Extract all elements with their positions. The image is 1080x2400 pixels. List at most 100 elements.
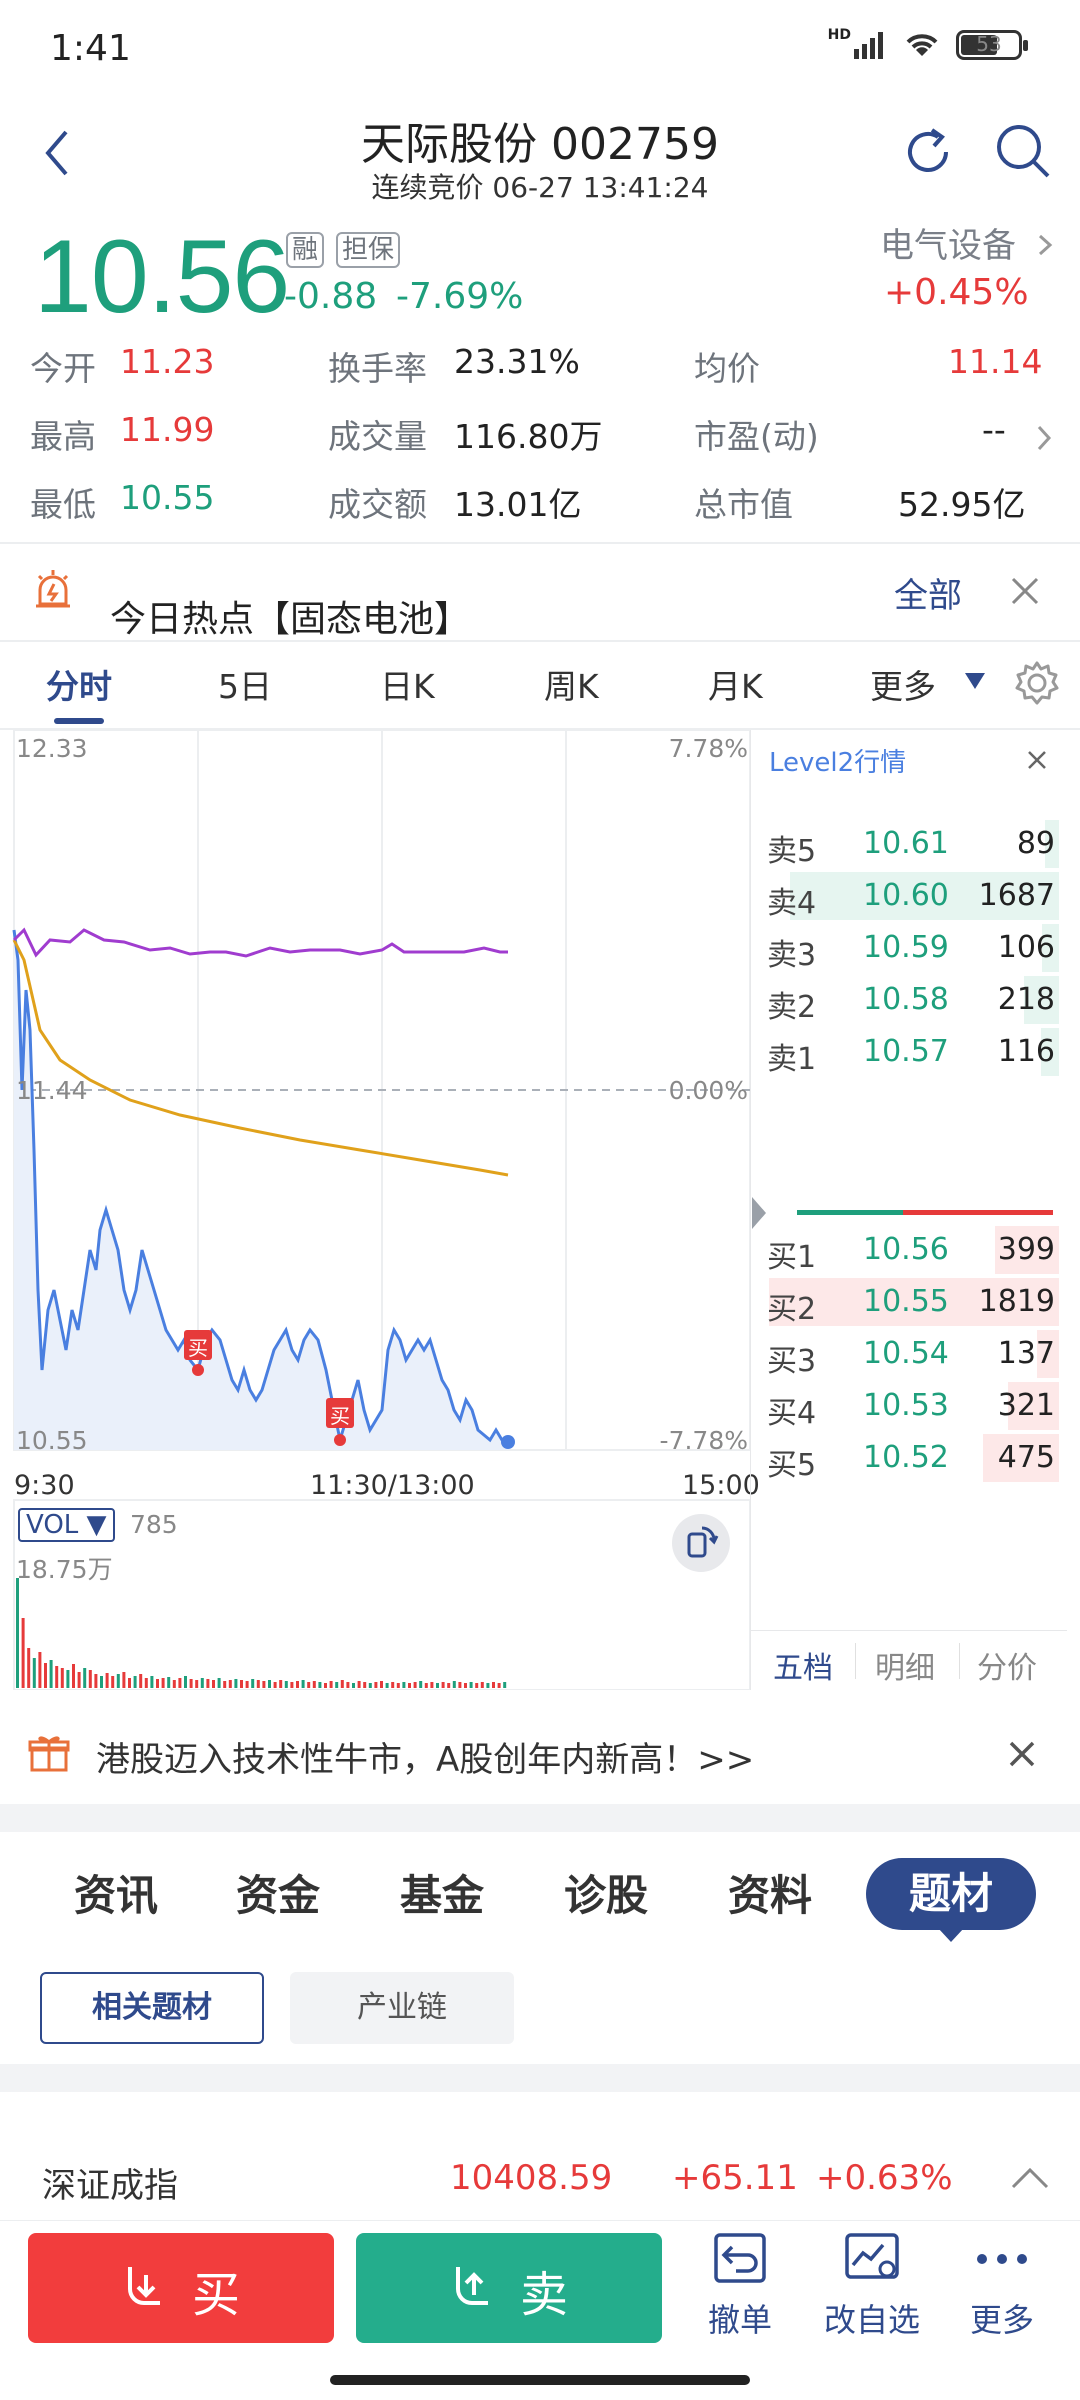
hot-topic-bar[interactable]: 今日热点【固态电池】 全部 (0, 548, 1080, 640)
sub-tab-chain[interactable]: 产业链 (290, 1972, 514, 2044)
chevron-right-icon[interactable] (1036, 424, 1052, 452)
tab-price-dist[interactable]: 分价 (977, 1651, 1037, 1686)
ask-level-5[interactable]: 卖1 10.57 116 (763, 1028, 1059, 1077)
tab-fund[interactable]: 基金 (400, 1871, 485, 1920)
cancel-order-button[interactable]: 撤单 (700, 2231, 780, 2341)
index-row[interactable]: 深证成指 10408.59 +65.11 +0.63% (0, 2150, 1080, 2210)
volume-bar (88, 1670, 92, 1688)
close-icon[interactable] (1027, 750, 1047, 770)
price-change: -0.88 (284, 276, 378, 317)
bid-label: 买1 (767, 1240, 817, 1275)
close-icon[interactable] (1010, 576, 1040, 606)
search-icon[interactable] (994, 122, 1052, 180)
ask-level-1[interactable]: 卖5 10.61 89 (763, 820, 1059, 869)
bid-level-3[interactable]: 买3 10.54 137 (763, 1330, 1059, 1379)
volume-bar (279, 1680, 283, 1688)
volume-bar (172, 1680, 176, 1688)
volume-bar (385, 1683, 389, 1688)
intraday-chart[interactable]: 12.33 11.44 10.55 7.78% 0.00% -7.78% 买 买… (0, 730, 760, 1690)
volume-bar (60, 1668, 64, 1688)
ask-level-3[interactable]: 卖3 10.59 106 (763, 924, 1059, 973)
chevron-up-icon[interactable] (1010, 2166, 1050, 2190)
mkt-cap-label: 总市值 (694, 485, 793, 524)
bid-label: 买5 (767, 1448, 817, 1483)
volume-bar (234, 1679, 238, 1688)
volume-bar (251, 1679, 255, 1688)
volume-bar (374, 1682, 378, 1688)
ask-level-2[interactable]: 卖4 10.60 1687 (763, 872, 1059, 921)
volume-bar (290, 1682, 294, 1688)
bid-label: 买2 (767, 1292, 817, 1327)
tab-monthly-k[interactable]: 月K (708, 667, 763, 706)
tab-five-levels[interactable]: 五档 (773, 1651, 833, 1686)
volume-bar (458, 1682, 462, 1688)
news-banner[interactable]: 港股迈入技术性牛市，A股创年内新高！>> (0, 1712, 1080, 1802)
volume-bar (424, 1683, 428, 1688)
open-label: 今开 (30, 349, 96, 388)
divider (959, 1643, 960, 1679)
bid-level-1[interactable]: 买1 10.56 399 (763, 1226, 1059, 1275)
bid-price: 10.53 (863, 1388, 949, 1423)
cancel-label: 撤单 (707, 2301, 772, 2339)
tab-funds-flow[interactable]: 资金 (236, 1871, 321, 1920)
sector-link[interactable]: 电气设备 (880, 218, 1053, 267)
tab-diagnose[interactable]: 诊股 (564, 1871, 649, 1920)
bid-level-4[interactable]: 买4 10.53 321 (763, 1382, 1059, 1431)
bid-level-5[interactable]: 买5 10.52 475 (763, 1434, 1059, 1483)
level2-tabbar: 五档 明细 分价 (751, 1630, 1067, 1690)
refresh-icon[interactable] (900, 124, 956, 180)
y-axis-top: 12.33 (16, 734, 88, 763)
volume-bar (94, 1674, 98, 1688)
close-icon[interactable] (1008, 1740, 1036, 1768)
volume-bar (189, 1679, 193, 1688)
tab-theme[interactable]: 题材 (866, 1858, 1036, 1930)
tab-daily-k[interactable]: 日K (380, 667, 435, 706)
volume-bar (340, 1680, 344, 1688)
gear-icon[interactable] (1014, 660, 1060, 706)
vol-indicator-select[interactable]: VOL ▼ (18, 1508, 115, 1542)
status-bar: 1:41 HD 53 (0, 0, 1080, 100)
rotate-icon (687, 1526, 719, 1558)
tab-news[interactable]: 资讯 (74, 1871, 159, 1920)
volume-bar (116, 1674, 120, 1688)
volume-bar (245, 1681, 249, 1688)
divider (855, 1643, 856, 1679)
volume-bar (352, 1683, 355, 1688)
spacer (0, 1690, 1080, 1712)
vol-max: 18.75万 (16, 1555, 113, 1584)
tab-more[interactable]: 更多 (870, 667, 936, 706)
volume-bar (368, 1683, 372, 1688)
volume-bar (55, 1666, 59, 1688)
more-button[interactable]: 更多 (962, 2231, 1042, 2341)
volume-bar (436, 1683, 439, 1688)
status-icons: HD 53 (828, 27, 1028, 60)
sub-tab-related[interactable]: 相关题材 (40, 1972, 264, 2044)
volume-bar (503, 1682, 507, 1688)
volume-bar (16, 1578, 19, 1688)
ask-level-4[interactable]: 卖2 10.58 218 (763, 976, 1059, 1025)
depth-bar (790, 872, 1059, 920)
buy-label: 买 (192, 2267, 241, 2323)
bid-level-2[interactable]: 买2 10.55 1819 (763, 1278, 1059, 1327)
volume-bar (223, 1681, 227, 1688)
bid-ask-ratio-bar (797, 1210, 1053, 1215)
sell-button[interactable]: 卖 (356, 2233, 662, 2343)
index-pct: +0.63% (816, 2158, 953, 2198)
clock: 1:41 (50, 28, 131, 69)
volume-bar (284, 1681, 288, 1688)
time-start: 9:30 (14, 1470, 75, 1501)
tab-intraday[interactable]: 分时 (46, 667, 112, 706)
volume-bar (318, 1682, 322, 1688)
bid-vol: 1819 (978, 1284, 1055, 1319)
tab-5day[interactable]: 5日 (218, 667, 272, 706)
tab-profile[interactable]: 资料 (728, 1871, 813, 1920)
bid-vol: 321 (997, 1388, 1055, 1423)
tab-details[interactable]: 明细 (875, 1651, 935, 1686)
volume-bar (413, 1682, 417, 1688)
hot-all-link[interactable]: 全部 (894, 576, 962, 616)
edit-watchlist-button[interactable]: 改自选 (822, 2231, 922, 2341)
back-arrow-icon[interactable] (42, 128, 72, 178)
tab-weekly-k[interactable]: 周K (544, 667, 599, 706)
rotate-screen-button[interactable] (672, 1514, 730, 1572)
buy-button[interactable]: 买 (28, 2233, 334, 2343)
